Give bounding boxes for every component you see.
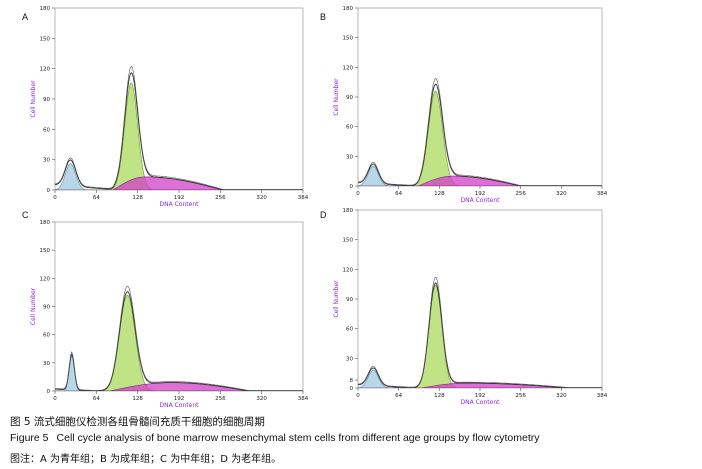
y-tick-label: 60 [346, 327, 353, 333]
g1-phase-area [358, 165, 602, 186]
plot-frame [357, 7, 603, 187]
x-tick-label: 384 [298, 396, 309, 402]
y-tick-label: 180 [40, 220, 51, 226]
plot-frame [54, 221, 304, 392]
panel-label: C [22, 210, 29, 220]
panel-label: A [22, 12, 28, 22]
x-tick-label: 128 [434, 393, 445, 399]
y-tick-label: 0 [47, 389, 51, 395]
caption-note: 图注：A 为青年组；B 为成年组；C 为中年组；D 为老年组。 [10, 454, 282, 465]
histogram-panel-d: D 0 64 128 192 256 320 384 0 8 30 60 90 120 150 180 DNA … [320, 208, 608, 406]
fit-envelope [55, 65, 303, 190]
caption-english: Figure 5 Cell cycle analysis of bone marr… [10, 432, 540, 444]
y-tick-label: 150 [40, 248, 51, 254]
y-axis-label: Cell Number [333, 280, 340, 318]
y-tick-label: 30 [346, 154, 353, 160]
y-tick-label: 150 [40, 36, 51, 42]
y-axis-label: Cell Number [30, 287, 37, 325]
fit-envelope [55, 285, 303, 391]
y-tick-label: 0 [350, 184, 354, 190]
x-tick-label: 256 [215, 396, 226, 402]
y-tick-label: 0 [47, 188, 51, 194]
x-tick-label: 192 [174, 195, 185, 201]
panel-label: B [320, 12, 326, 22]
histogram-envelope [55, 291, 303, 391]
x-tick-label: 64 [93, 396, 100, 402]
x-tick-label: 320 [556, 393, 567, 399]
x-tick-label: 0 [356, 191, 360, 197]
y-tick-label: 180 [343, 208, 354, 214]
y-tick-label: 150 [343, 36, 354, 42]
x-tick-label: 64 [395, 393, 402, 399]
g1-phase-area [55, 163, 303, 190]
x-tick-label: 128 [132, 195, 143, 201]
y-tick-label: 150 [343, 238, 354, 244]
plot-frame [357, 209, 603, 389]
x-tick-label: 192 [475, 191, 486, 197]
y-tick-label: 30 [346, 356, 353, 362]
caption-english-text: Cell cycle analysis of bone marrow mesen… [56, 432, 540, 444]
x-tick-label: 320 [556, 191, 567, 197]
y-tick-label: 120 [343, 267, 354, 273]
histogram-panel-a: A 0 64 128 192 256 320 384 0 30 60 90 120 150 180 DNA C… [22, 6, 309, 208]
panel-label: D [320, 210, 327, 220]
x-axis-label: DNA Content [461, 399, 501, 406]
y-tick-label: 0 [350, 386, 354, 392]
caption-figure-number: Figure 5 [10, 432, 49, 444]
g2-phase-area [358, 284, 602, 388]
g2-phase-area [55, 82, 303, 190]
x-tick-label: 256 [215, 195, 226, 201]
y-tick-label: 120 [343, 65, 354, 71]
y-tick-label: 90 [43, 97, 50, 103]
g1-phase-area [358, 369, 602, 388]
histogram-envelope [358, 282, 602, 388]
y-tick-label: 90 [346, 95, 353, 101]
caption-chinese: 图 5 流式细胞仪检测各组骨髓间充质干细胞的细胞周期 [10, 416, 265, 428]
histogram-panel-b: B 0 64 128 192 256 320 384 0 30 60 90 120 150 180 DNA C… [320, 6, 608, 204]
x-tick-label: 256 [515, 191, 526, 197]
y-tick-label: 120 [40, 67, 51, 73]
g2-phase-area [55, 294, 303, 391]
y-axis-label: Cell Number [30, 80, 37, 118]
y-tick-label: 90 [43, 305, 50, 311]
x-tick-label: 256 [515, 393, 526, 399]
x-tick-label: 384 [298, 195, 309, 201]
y-tick-label: 60 [346, 125, 353, 131]
fit-envelope [358, 276, 602, 388]
y-tick-label: 180 [343, 6, 354, 12]
x-tick-label: 384 [597, 191, 608, 197]
s-phase-area [55, 382, 303, 391]
y-tick-label: 30 [43, 158, 50, 164]
y-tick-label: 90 [346, 297, 353, 303]
flow-cytometry-figure: A 0 64 128 192 256 320 384 0 30 60 90 120 150 180 DNA C… [22, 6, 608, 409]
y-tick-label: 8 [350, 378, 354, 384]
x-tick-label: 320 [256, 195, 267, 201]
y-tick-label: 60 [43, 127, 50, 133]
x-tick-label: 320 [256, 396, 267, 402]
x-tick-label: 192 [174, 396, 185, 402]
fit-envelope [358, 78, 602, 186]
plot-frame [54, 7, 304, 191]
y-tick-label: 120 [40, 276, 51, 282]
y-tick-label: 30 [43, 361, 50, 367]
x-axis-label: DNA Content [461, 197, 501, 204]
y-tick-label: 180 [40, 6, 51, 12]
x-tick-label: 128 [434, 191, 445, 197]
x-tick-label: 0 [356, 393, 360, 399]
x-axis-label: DNA Content [160, 201, 200, 208]
x-tick-label: 128 [132, 396, 143, 402]
x-tick-label: 384 [597, 393, 608, 399]
histogram-panel-c: C 0 64 128 192 256 320 384 0 30 60 90 120 150 180 DNA C… [22, 210, 309, 409]
x-tick-label: 0 [53, 195, 57, 201]
g2-phase-area [358, 90, 602, 186]
x-tick-label: 192 [475, 393, 486, 399]
histogram-envelope [55, 71, 303, 190]
x-axis-label: DNA Content [160, 402, 200, 409]
x-tick-label: 64 [93, 195, 100, 201]
x-tick-label: 0 [53, 396, 57, 402]
histogram-envelope [358, 83, 602, 186]
y-axis-label: Cell Number [333, 78, 340, 116]
x-tick-label: 64 [395, 191, 402, 197]
y-tick-label: 60 [43, 333, 50, 339]
